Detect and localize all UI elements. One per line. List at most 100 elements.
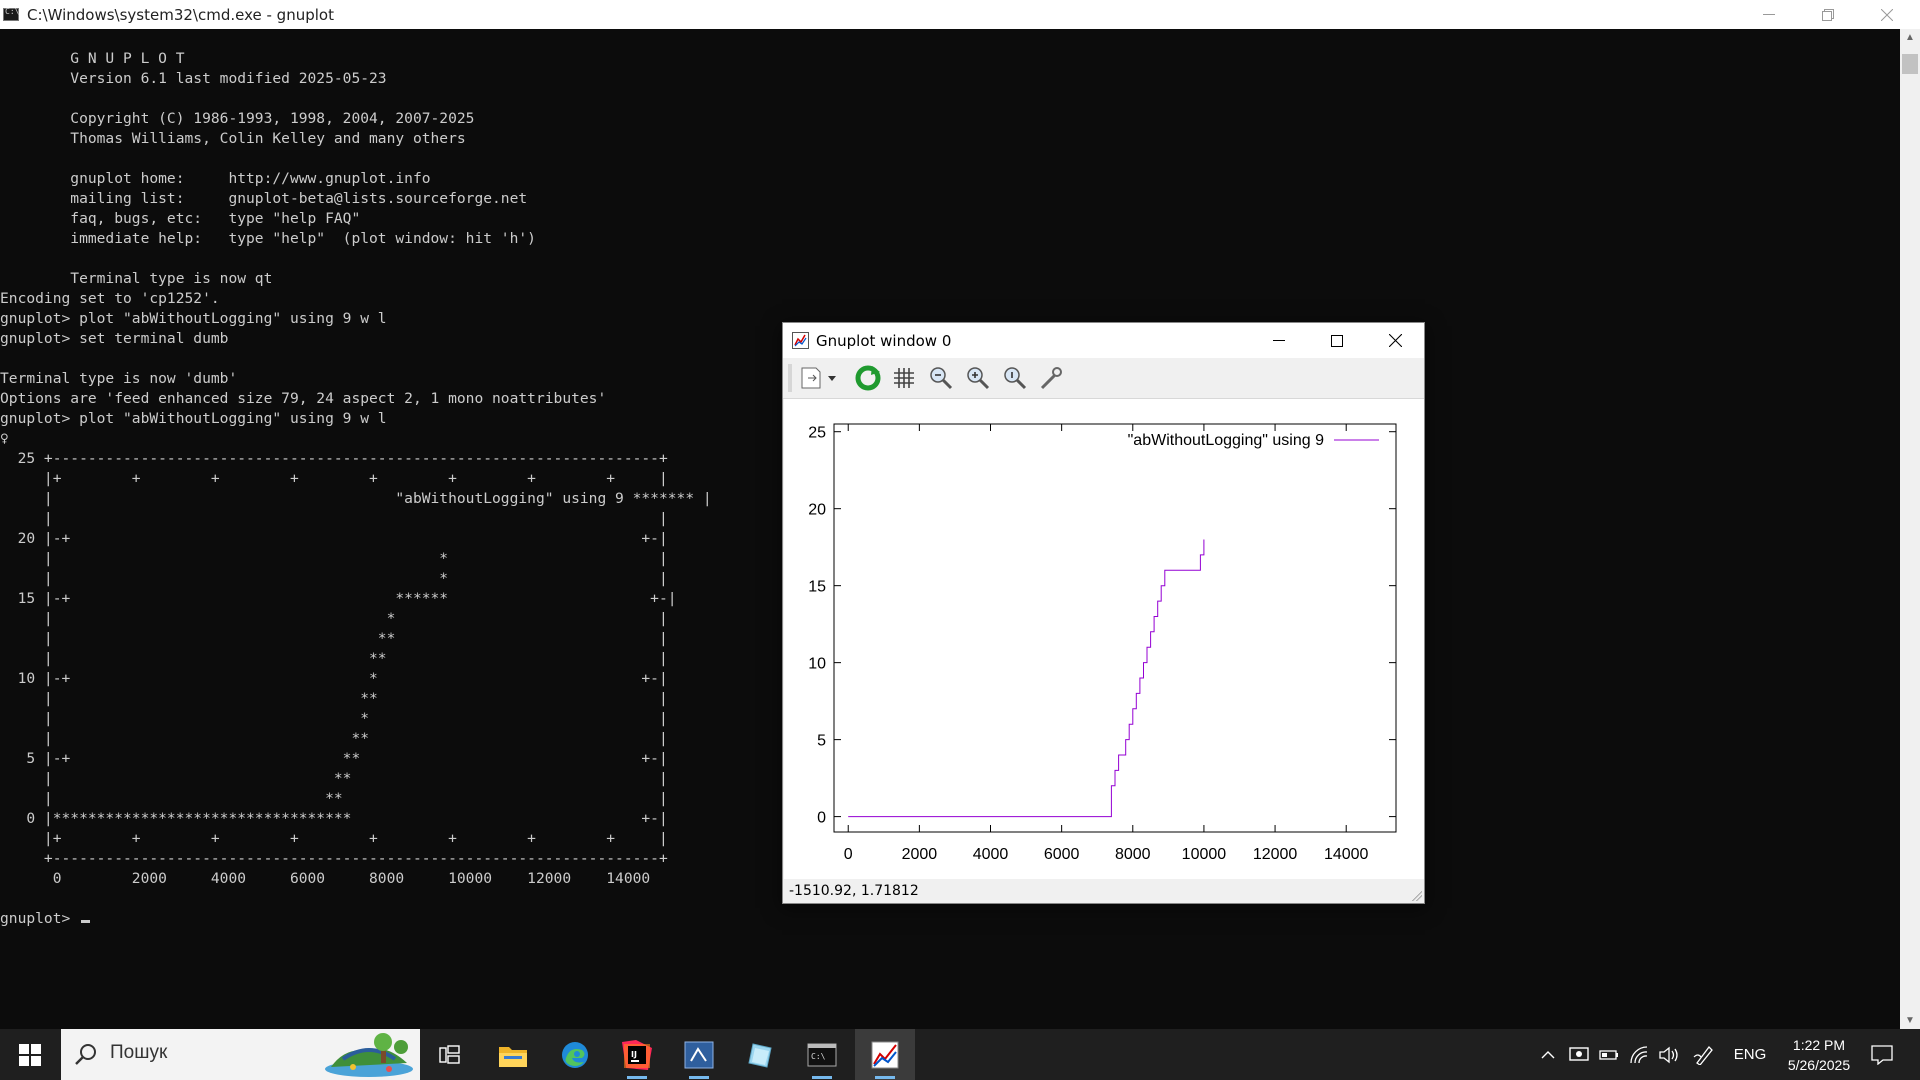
export-button[interactable] [797,363,839,393]
wifi-icon [1630,1045,1648,1063]
taskbar-gnuplot[interactable] [855,1029,915,1080]
taskbar-clock[interactable]: 1:22 PM 5/26/2025 [1778,1035,1860,1075]
x-tick-label: 8000 [1115,846,1151,863]
console-line: ♀ [0,430,9,447]
cursor-coordinates: -1510.92, 1.71812 [789,883,919,899]
tray-battery[interactable] [1596,1029,1622,1080]
console-line: immediate help: type "help" (plot window… [0,230,536,247]
console-line: | ** | [0,730,668,747]
gnuplot-close-button[interactable] [1366,323,1424,358]
folder-icon [499,1046,527,1067]
clock-date: 5/26/2025 [1787,1057,1851,1073]
y-tick-label: 20 [808,502,826,519]
gnuplot-plot-area[interactable]: 0 2000 4000 6000 8000 10000 12000 14000 0 5 10 15 20… [784,399,1424,881]
toolbar-grip [788,364,792,392]
restore-button[interactable] [1799,0,1857,29]
taskbar-file-explorer[interactable] [483,1029,543,1080]
console-line: G N U P L O T [0,50,185,67]
y-tick-label: 5 [817,733,826,750]
console-line: 5 |-+ ** +-| [0,750,668,767]
svg-text:C:\: C:\ [811,1052,826,1061]
zoom-forward-button[interactable] [963,363,993,393]
console-line: gnuplot home: http://www.gnuplot.info [0,170,431,187]
console-line: | * | [0,550,668,567]
grid-icon [894,368,914,388]
close-button[interactable] [1858,0,1916,29]
gnuplot-toolbar [783,358,1424,399]
gnuplot-statusbar: -1510.92, 1.71812 [783,879,1424,903]
tray-volume[interactable] [1656,1029,1682,1080]
console-line: gnuplot> set terminal dumb [0,330,229,347]
windows-icon [19,1043,41,1066]
replot-icon [855,365,881,391]
taskbar-notes-app[interactable] [730,1029,790,1080]
taskbar-command-prompt[interactable]: C:\ [792,1029,852,1080]
console-line: gnuplot> plot "abWithoutLogging" using 9… [0,410,387,427]
search-placeholder: Пошук [110,1042,168,1063]
settings-button[interactable] [1036,363,1066,393]
grid-button[interactable] [889,363,919,393]
taskbar-visual-studio-code[interactable] [669,1029,729,1080]
console-line: +---------------------------------------… [0,850,668,867]
replot-button[interactable] [853,363,883,393]
taskbar-intellij[interactable]: IJ [607,1029,667,1080]
legend-label: "abWithoutLogging" using 9 [1128,432,1324,449]
unzoom-button[interactable] [1000,363,1030,393]
taskbar-search-box[interactable]: Пошук [61,1029,420,1080]
zoom-forward-icon [967,367,990,390]
search-icon [75,1044,96,1065]
resize-grip[interactable] [1412,891,1422,901]
console-line: Version 6.1 last modified 2025-05-23 [0,70,387,87]
console-scrollbar[interactable]: ▲ ▼ [1900,29,1920,1030]
console-line: Copyright (C) 1986-1993, 1998, 2004, 200… [0,110,475,127]
tray-network[interactable] [1626,1029,1652,1080]
start-button[interactable] [0,1029,60,1080]
console-text[interactable]: G N U P L O T Version 6.1 last modified … [0,29,1900,929]
tray-meet-now[interactable] [1566,1029,1592,1080]
search-highlight-illustration [325,1033,413,1077]
gnuplot-maximize-button[interactable] [1308,323,1366,358]
svg-text:IJ: IJ [631,1050,637,1059]
scroll-thumb[interactable] [1902,54,1918,74]
monitor-icon [1569,1046,1589,1061]
chevron-up-icon [1541,1050,1555,1058]
gnuplot-titlebar[interactable]: Gnuplot window 0 [783,323,1424,358]
unzoom-icon [1004,367,1027,390]
restore-icon [1822,8,1834,21]
console-line: | ** | [0,630,668,647]
minimize-button[interactable] [1740,0,1798,29]
scroll-up-icon[interactable]: ▲ [1905,32,1915,43]
zoom-back-button[interactable] [926,363,956,393]
task-view-icon [439,1044,460,1064]
input-language-indicator[interactable]: ENG [1733,1046,1767,1063]
speaker-icon [1659,1046,1678,1063]
x-tick-label: 0 [844,846,853,863]
y-tick-label: 15 [808,579,826,596]
y-tick-label: 10 [808,656,826,673]
command-prompt-icon: C:\ [807,1043,837,1066]
line-chart: 0 2000 4000 6000 8000 10000 12000 14000 0 5 10 15 20… [808,423,1397,863]
minimize-icon [1763,13,1775,15]
console-line: 15 |-+ ****** +-| [0,590,677,607]
console-line: |+ + + + + + + + | [0,830,668,847]
y-tick-label: 0 [817,810,826,827]
console-line: faq, bugs, etc: type "help FAQ" [0,210,361,227]
cmd-app-icon [3,7,19,21]
console-line: 0 2000 4000 6000 8000 10000 12000 14000 [0,870,651,887]
console-line: 25 +------------------------------------… [0,450,668,467]
gnuplot-minimize-button[interactable] [1250,323,1308,358]
console-line: |+ + + + + + + + | [0,470,668,487]
tray-pen-workspace[interactable] [1690,1029,1718,1080]
task-view-button[interactable] [420,1029,480,1080]
gnuplot-window[interactable]: Gnuplot window 0 [782,322,1425,904]
console-line: | ** | [0,790,668,807]
taskbar-edge[interactable] [545,1029,605,1080]
scroll-down-icon[interactable]: ▼ [1905,1015,1915,1026]
console-line: | * | [0,610,668,627]
notifications-button[interactable] [1862,1029,1902,1080]
cmd-titlebar[interactable]: C:\Windows\system32\cmd.exe - gnuplot [0,0,1920,29]
show-hidden-icons-button[interactable] [1536,1029,1560,1080]
clock-time: 1:22 PM [1792,1037,1846,1053]
gnuplot-app-icon [792,332,809,349]
notes-app-icon [748,1042,772,1068]
